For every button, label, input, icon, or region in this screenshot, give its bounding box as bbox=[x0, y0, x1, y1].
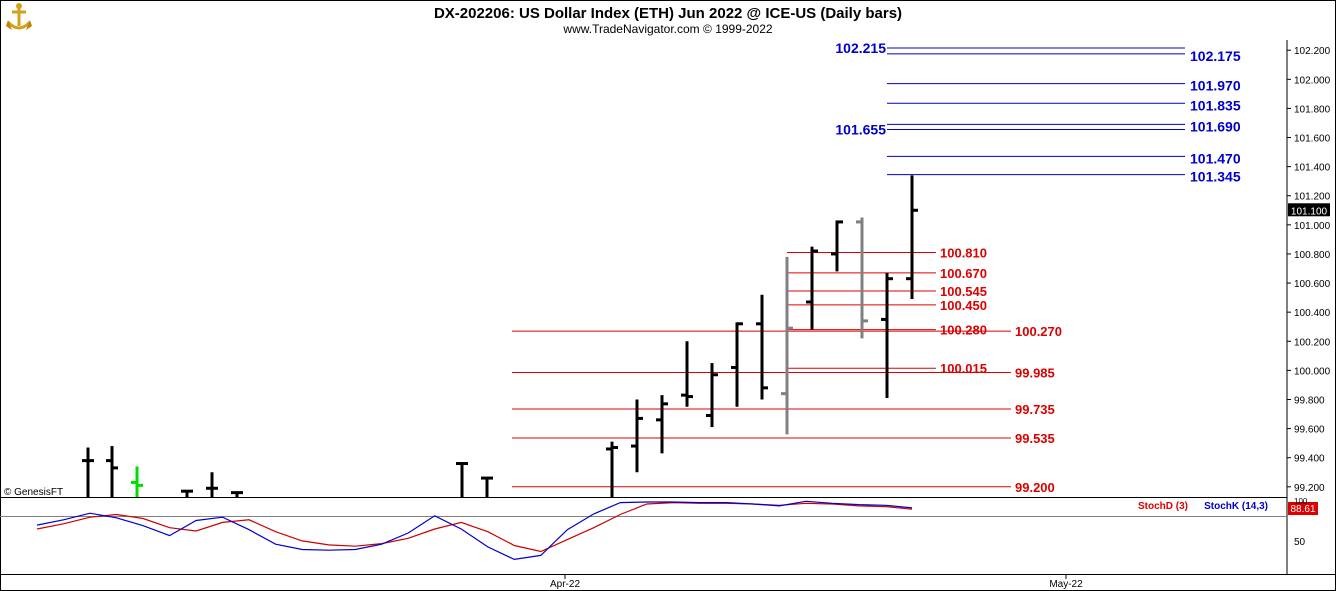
support-label: 100.015 bbox=[940, 361, 987, 376]
ohlc-bar bbox=[231, 491, 243, 497]
support-label: 99.985 bbox=[1015, 366, 1055, 381]
ohlc-bar bbox=[856, 217, 868, 339]
price-tick-label: 100.000 bbox=[1294, 366, 1331, 377]
ohlc-bar bbox=[456, 462, 468, 497]
x-label-apr: Apr-22 bbox=[550, 579, 580, 590]
ohlc-bar bbox=[731, 322, 743, 407]
x-label-may: May-22 bbox=[1049, 579, 1083, 590]
price-tick-label: 102.000 bbox=[1294, 75, 1331, 86]
resistance-label: 101.655 bbox=[835, 122, 886, 138]
ohlc-bar bbox=[781, 256, 793, 435]
support-label: 100.545 bbox=[940, 284, 987, 299]
price-tick-label: 101.600 bbox=[1294, 134, 1331, 145]
price-tick-label: 99.200 bbox=[1294, 483, 1325, 494]
stoch-k-line bbox=[36, 500, 913, 561]
ohlc-bar bbox=[756, 294, 768, 400]
stoch-axis-top: 100 bbox=[1294, 497, 1308, 506]
support-label: 100.670 bbox=[940, 266, 987, 281]
stoch-d-legend: StochD (3) bbox=[1138, 501, 1188, 512]
copyright-label: © GenesisFT bbox=[4, 487, 63, 498]
chart-subtitle: www.TradeNavigator.com © 1999-2022 bbox=[562, 22, 772, 36]
resistance-label: 101.345 bbox=[1190, 169, 1241, 185]
ohlc-bar bbox=[131, 466, 143, 497]
price-tick-label: 101.400 bbox=[1294, 163, 1331, 174]
price-tick-label: 99.600 bbox=[1294, 425, 1325, 436]
ohlc-bar bbox=[82, 447, 94, 497]
last-price-label: 101.100 bbox=[1291, 206, 1328, 217]
ohlc-bar bbox=[706, 363, 718, 428]
support-label: 99.735 bbox=[1015, 402, 1055, 417]
ohlc-bars bbox=[82, 175, 918, 497]
price-tick-label: 99.800 bbox=[1294, 395, 1325, 406]
ohlc-bar bbox=[831, 220, 843, 272]
price-tick-label: 99.400 bbox=[1294, 454, 1325, 465]
ohlc-bar bbox=[106, 446, 118, 497]
price-tick-label: 101.000 bbox=[1294, 221, 1331, 232]
ohlc-bar bbox=[206, 472, 218, 497]
stoch-last-value: 88.61 bbox=[1290, 504, 1315, 515]
stoch-d-line bbox=[36, 501, 913, 553]
price-tick-label: 100.400 bbox=[1294, 308, 1331, 319]
resistance-label: 102.215 bbox=[835, 40, 886, 56]
chart-title: DX-202206: US Dollar Index (ETH) Jun 202… bbox=[434, 5, 902, 22]
stoch-last-box bbox=[1288, 502, 1318, 515]
ohlc-bar bbox=[631, 399, 643, 473]
tradenavigator-logo-icon bbox=[2, 2, 36, 34]
ohlc-bar bbox=[681, 341, 693, 407]
stoch-k-legend: StochK (14,3) bbox=[1204, 501, 1268, 512]
support-label: 99.535 bbox=[1015, 431, 1055, 446]
ohlc-bar bbox=[656, 395, 668, 454]
stoch-axis-50: 50 bbox=[1294, 537, 1306, 548]
support-label: 100.810 bbox=[940, 245, 987, 260]
ohlc-bar bbox=[906, 175, 918, 300]
stochastic-panel bbox=[0, 500, 1287, 561]
price-axis: 99.200 99.400 99.600 99.800 100.000 100.200 10… bbox=[1287, 46, 1331, 494]
resistance-label: 101.970 bbox=[1190, 78, 1241, 94]
resistance-label: 101.470 bbox=[1190, 150, 1241, 166]
resistance-label: 102.175 bbox=[1190, 48, 1241, 64]
level-lines: 102.215 102.175 101.970 101.835 101.690 101.6… bbox=[512, 40, 1241, 495]
price-tick-label: 101.800 bbox=[1294, 104, 1331, 115]
ohlc-bar bbox=[181, 489, 193, 497]
price-tick-label: 100.600 bbox=[1294, 279, 1331, 290]
ohlc-bar bbox=[606, 441, 618, 497]
price-tick-label: 101.200 bbox=[1294, 192, 1331, 203]
resistance-label: 101.835 bbox=[1190, 97, 1241, 113]
price-tick-label: 100.200 bbox=[1294, 337, 1331, 348]
support-label: 100.280 bbox=[940, 323, 987, 338]
resistance-label: 101.690 bbox=[1190, 118, 1241, 134]
ohlc-bar bbox=[481, 476, 493, 497]
last-price-marker: 101.100 bbox=[1288, 203, 1330, 217]
support-label: 100.270 bbox=[1015, 324, 1062, 339]
ohlc-bar bbox=[806, 246, 818, 330]
price-tick-label: 100.800 bbox=[1294, 250, 1331, 261]
support-label: 100.450 bbox=[940, 298, 987, 313]
price-tick-label: 102.200 bbox=[1294, 46, 1331, 57]
support-label: 99.200 bbox=[1015, 480, 1055, 495]
ohlc-bar bbox=[881, 272, 893, 399]
